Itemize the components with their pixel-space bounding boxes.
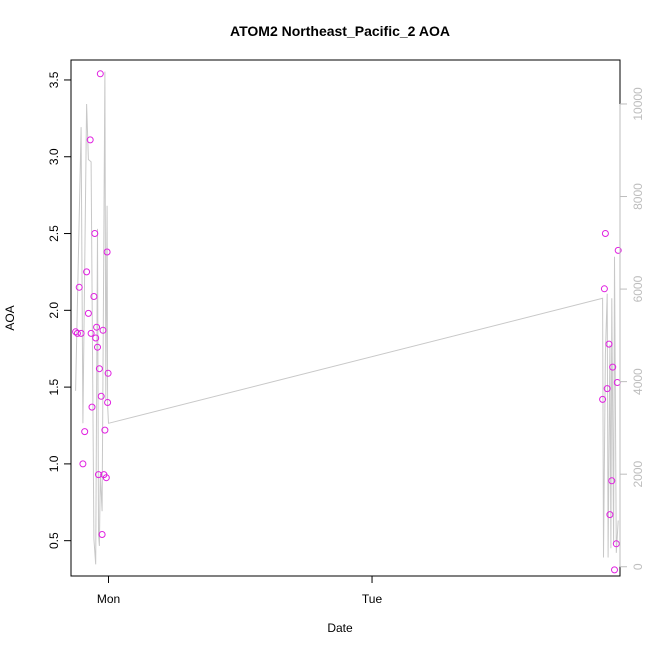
data-point [73, 329, 81, 337]
right-tick-label: 8000 [631, 183, 645, 210]
data-point [86, 136, 94, 144]
plot-frame [70, 59, 621, 577]
left-tick-label: 2.0 [47, 302, 61, 319]
data-point [104, 369, 112, 377]
data-point [87, 329, 95, 337]
data-point [96, 70, 104, 78]
x-axis: Mon Tue [97, 575, 383, 606]
data-point [102, 474, 110, 482]
data-point [611, 566, 618, 574]
data-point [599, 395, 607, 403]
left-tick-label: 2.5 [47, 225, 61, 242]
data-point [606, 511, 614, 519]
data-point [79, 460, 87, 468]
data-point [93, 323, 101, 331]
data-point [99, 326, 107, 334]
series-line [75, 71, 619, 565]
data-point [88, 403, 96, 411]
data-point [614, 246, 622, 254]
data-point [84, 309, 92, 317]
right-tick-label: 4000 [631, 368, 645, 395]
data-point [601, 230, 609, 237]
data-point [75, 283, 83, 291]
right-tick-label: 0 [631, 563, 645, 570]
data-point [95, 365, 103, 373]
data-point [95, 471, 102, 479]
right-tick-label: 10000 [631, 87, 645, 121]
left-tick-label: 0.5 [47, 532, 61, 549]
left-tick-label: 3.5 [47, 71, 61, 88]
data-point [603, 385, 611, 393]
data-point [94, 343, 101, 351]
data-point [612, 540, 620, 548]
right-tick-label: 2000 [631, 461, 645, 488]
data-point [90, 293, 98, 300]
x-tick-label: Mon [97, 592, 120, 606]
data-point [605, 340, 613, 348]
data-point [103, 248, 111, 256]
data-point [91, 230, 99, 237]
data-point [83, 268, 91, 276]
data-point [600, 285, 608, 293]
chart-title: ATOM2 Northeast_Pacific_2 AOA [230, 23, 450, 39]
x-axis-label: Date [327, 621, 353, 635]
data-point [98, 531, 106, 538]
data-point [97, 392, 105, 400]
y-axis-label: AOA [3, 305, 17, 330]
right-axis-line-series [75, 71, 619, 565]
left-tick-label: 1.5 [47, 378, 61, 395]
right-tick-label: 6000 [631, 275, 645, 302]
data-point [104, 399, 112, 406]
data-point [101, 426, 109, 434]
data-point [608, 477, 616, 485]
data-point [609, 363, 617, 371]
x-tick-label: Tue [362, 592, 383, 606]
data-point [81, 428, 89, 436]
aoa-points-series [72, 70, 622, 574]
data-point [92, 334, 100, 342]
data-point [77, 329, 85, 337]
right-y-axis: 0 2000 4000 6000 8000 10000 [619, 87, 645, 570]
left-tick-label: 1.0 [47, 455, 61, 472]
left-y-axis: 0.5 1.0 1.5 2.0 2.5 3.0 3.5 [47, 71, 72, 549]
left-tick-label: 3.0 [47, 148, 61, 165]
